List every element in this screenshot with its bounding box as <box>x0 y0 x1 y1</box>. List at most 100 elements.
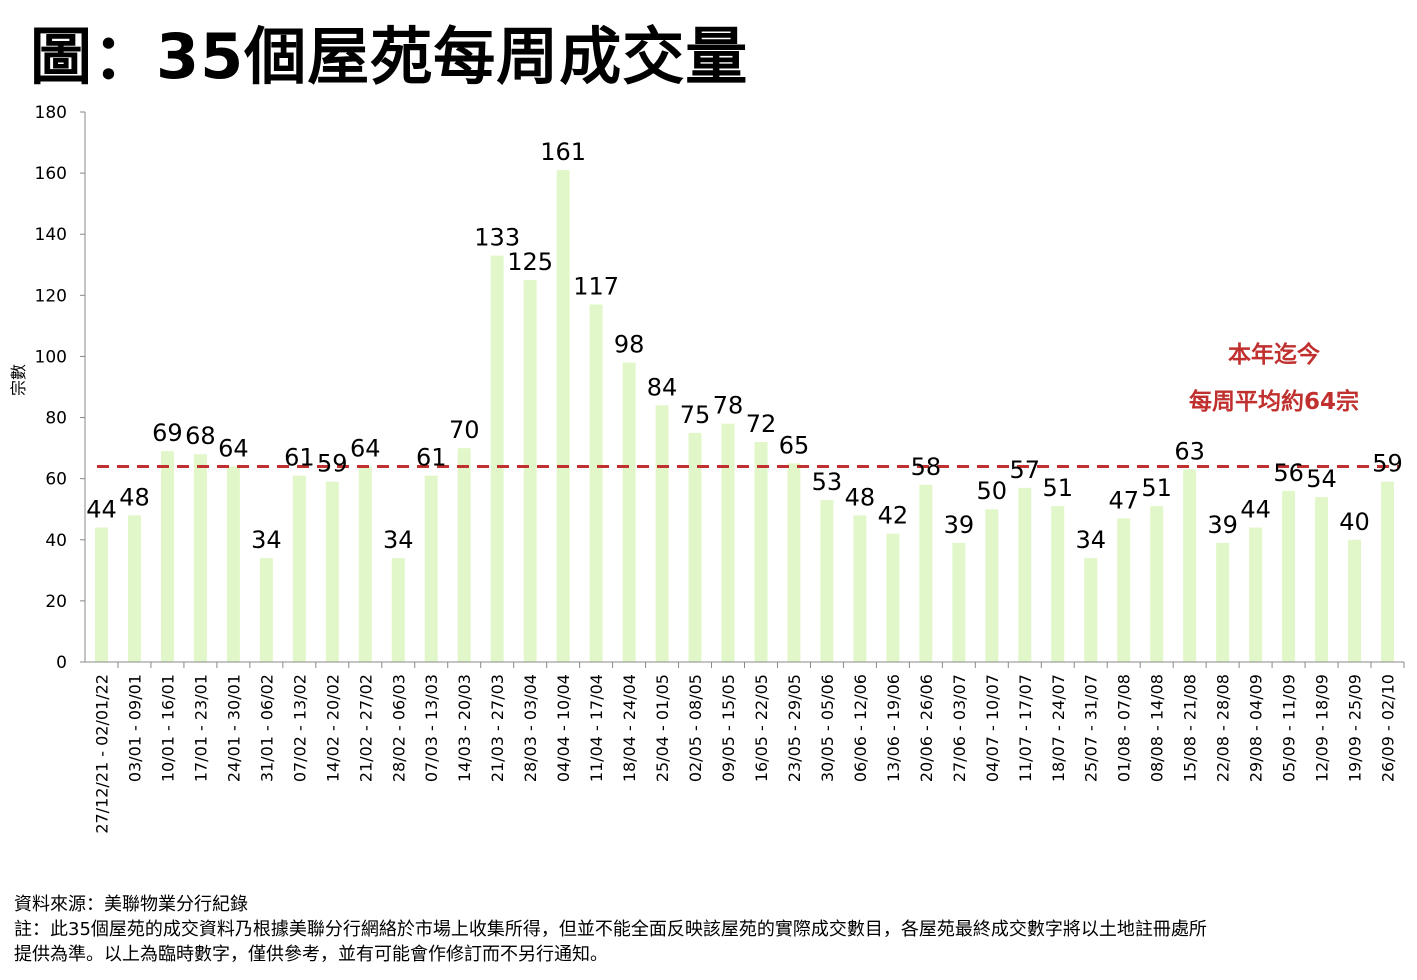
data-label: 125 <box>507 248 553 276</box>
data-label: 40 <box>1339 508 1370 536</box>
bar <box>193 454 207 662</box>
x-tick-label: 06/06 - 12/06 <box>851 674 870 782</box>
data-label: 54 <box>1306 465 1337 493</box>
bar <box>1216 542 1230 662</box>
x-tick-label: 22/08 - 28/08 <box>1214 674 1233 782</box>
x-tick-label: 01/08 - 07/08 <box>1115 674 1134 782</box>
data-label: 70 <box>449 416 480 444</box>
bar <box>952 542 966 662</box>
bar <box>127 515 141 662</box>
x-tick-label: 14/03 - 20/03 <box>455 674 474 782</box>
x-tick-label: 23/05 - 29/05 <box>785 674 804 782</box>
x-axis: 27/12/21 - 02/01/22 03/01 - 09/01 10/01 - … <box>85 661 1405 834</box>
bar <box>919 484 933 662</box>
data-label: 117 <box>573 273 619 301</box>
data-label: 61 <box>416 444 447 472</box>
bar <box>160 451 174 662</box>
data-label: 78 <box>713 392 744 420</box>
data-label: 34 <box>383 526 414 554</box>
data-label: 68 <box>185 422 216 450</box>
y-tick-label: 20 <box>45 592 67 612</box>
x-tick-label: 14/02 - 20/02 <box>323 674 342 782</box>
bar <box>688 432 702 662</box>
average-annotation-line2: 每周平均約64宗 <box>1189 388 1359 415</box>
x-tick-label: 30/05 - 05/06 <box>818 674 837 782</box>
bar <box>94 527 108 662</box>
data-label: 65 <box>779 431 810 459</box>
data-label: 84 <box>647 373 678 401</box>
bar <box>1018 487 1032 662</box>
data-label: 64 <box>350 434 381 462</box>
bar <box>1117 518 1131 662</box>
bar <box>622 362 636 662</box>
x-tick-label: 29/08 - 04/09 <box>1247 674 1266 782</box>
x-tick-label: 24/01 - 30/01 <box>224 674 243 782</box>
data-label: 50 <box>977 477 1008 505</box>
data-label: 51 <box>1042 474 1073 502</box>
y-tick-label: 40 <box>45 531 67 551</box>
bars <box>94 170 1395 663</box>
x-tick-label: 21/02 - 27/02 <box>356 674 375 782</box>
bar <box>358 466 372 662</box>
bar <box>292 475 306 662</box>
bar <box>655 405 669 662</box>
x-tick-label: 09/05 - 15/05 <box>719 674 738 782</box>
x-tick-label: 31/01 - 06/02 <box>257 674 276 782</box>
data-label: 133 <box>474 224 520 252</box>
x-tick-label: 07/03 - 13/03 <box>422 674 441 782</box>
y-axis: 0 20 40 60 80 100 120 140 160 180 <box>35 103 86 673</box>
data-label: 72 <box>746 410 777 438</box>
bar <box>424 475 438 662</box>
footer-source: 資料來源：美聯物業分行紀錄 <box>14 894 248 915</box>
x-tick-label: 28/03 - 03/04 <box>521 674 540 782</box>
data-label: 42 <box>878 502 909 530</box>
x-tick-label: 16/05 - 22/05 <box>752 674 771 782</box>
bar <box>1084 558 1098 662</box>
data-label: 61 <box>284 444 315 472</box>
x-tick-label: 03/01 - 09/01 <box>125 674 144 782</box>
x-tick-label: 18/04 - 24/04 <box>620 674 639 782</box>
x-tick-label: 17/01 - 23/01 <box>191 674 210 782</box>
x-tick-label: 02/05 - 08/05 <box>686 674 705 782</box>
data-label: 59 <box>317 450 348 478</box>
bar <box>820 500 834 662</box>
bar <box>391 558 405 662</box>
data-label: 69 <box>152 419 183 447</box>
x-tick-label: 10/01 - 16/01 <box>158 674 177 782</box>
bar <box>787 463 801 662</box>
data-label: 59 <box>1372 450 1403 478</box>
x-tick-label: 15/08 - 21/08 <box>1181 674 1200 782</box>
bar <box>721 423 735 662</box>
bar <box>985 509 999 662</box>
x-tick-label: 04/07 - 10/07 <box>983 674 1002 782</box>
x-tick-label: 05/09 - 11/09 <box>1280 674 1299 782</box>
bar <box>226 466 240 662</box>
x-tick-label: 28/02 - 06/03 <box>389 674 408 782</box>
x-tick-label: 11/07 - 17/07 <box>1016 674 1035 782</box>
x-tick-label: 08/08 - 14/08 <box>1148 674 1167 782</box>
chart-title: 圖：35個屋苑每周成交量 <box>30 20 749 93</box>
data-label: 34 <box>1075 526 1106 554</box>
x-tick-label: 26/09 - 02/10 <box>1379 674 1398 782</box>
bar <box>556 170 570 663</box>
data-label: 44 <box>86 496 117 524</box>
x-tick-label: 27/06 - 03/07 <box>950 674 969 782</box>
y-tick-label: 160 <box>35 164 67 184</box>
bar <box>1315 497 1329 662</box>
bar <box>1348 539 1362 662</box>
x-tick-label: 19/09 - 25/09 <box>1346 674 1365 782</box>
x-tick-label: 11/04 - 17/04 <box>587 674 606 782</box>
data-label: 44 <box>1240 496 1271 524</box>
data-label: 57 <box>1010 456 1041 484</box>
bar <box>523 280 537 662</box>
average-annotation-line1: 本年迄今 <box>1228 341 1320 368</box>
bar <box>754 442 768 662</box>
x-tick-label: 20/06 - 26/06 <box>917 674 936 782</box>
x-tick-label: 25/04 - 01/05 <box>653 674 672 782</box>
footer-note-line1: 註：此35個屋苑的成交資料乃根據美聯分行網絡於市場上收集所得，但並不能全面反映該… <box>14 919 1207 940</box>
data-label: 161 <box>540 138 586 166</box>
bar <box>490 255 504 662</box>
data-label: 75 <box>680 401 711 429</box>
